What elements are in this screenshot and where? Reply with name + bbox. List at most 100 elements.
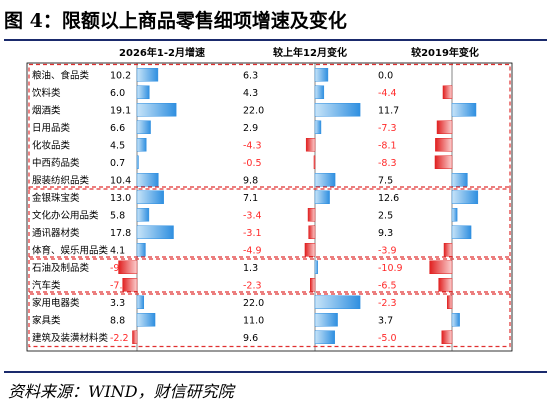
category-label: 金银珠宝类: [32, 192, 80, 204]
data-label-s3: 0.0: [378, 70, 393, 81]
bar-s2: [314, 85, 325, 99]
bar-s1: [136, 120, 151, 134]
data-label-s2: 22.0: [243, 298, 264, 309]
bar-s2: [310, 278, 316, 292]
data-label-s2: -4.3: [243, 140, 262, 151]
bar-s1: [136, 155, 139, 169]
data-label-s2: -3.1: [243, 228, 262, 239]
group-box-2: [28, 186, 511, 260]
bar-s1: [136, 295, 145, 309]
category-label: 通讯器材类: [32, 227, 80, 239]
group-box-1: [28, 63, 511, 190]
category-label: 中西药品类: [32, 157, 80, 169]
data-label-s3: 2.5: [378, 210, 393, 221]
bar-s3: [451, 103, 477, 117]
title-rule: [4, 39, 547, 41]
bar-s2: [314, 173, 336, 187]
group-box-3: [28, 256, 511, 295]
data-label-s1: -9: [110, 263, 119, 274]
category-label: 家用电器类: [32, 297, 80, 309]
bar-s2: [307, 208, 316, 222]
bar-s3: [443, 243, 453, 257]
data-label-s3: -3.9: [378, 245, 397, 256]
category-label: 饮料类: [32, 87, 61, 99]
data-label-s3: 3.7: [378, 315, 393, 326]
data-label-s3: -4.4: [378, 88, 397, 99]
data-label-s2: 9.6: [243, 333, 258, 344]
bar-s1: [136, 85, 150, 99]
data-label-s2: 1.3: [243, 263, 258, 274]
data-label-s2: 7.1: [243, 193, 258, 204]
category-label: 烟酒类: [32, 104, 61, 116]
bar-s3: [451, 173, 468, 187]
bar-s3: [451, 225, 472, 239]
data-label-s1: -7.: [110, 280, 123, 291]
bar-s1: [122, 278, 138, 292]
data-label-s1: 6.6: [110, 123, 125, 134]
data-label-s3: 7.5: [378, 175, 393, 186]
bar-s1: [136, 173, 159, 187]
bar-s2: [314, 260, 318, 274]
data-label-s1: 3.3: [110, 298, 125, 309]
bar-s3: [451, 208, 458, 222]
data-label-s1: 4.5: [110, 140, 125, 151]
bar-s1: [136, 138, 147, 152]
bar-s1: [118, 260, 138, 274]
bar-s2: [313, 155, 316, 169]
series-header-3: 较2019年变化: [411, 46, 479, 59]
data-label-s1: 10.2: [110, 70, 131, 81]
bar-s3: [441, 330, 453, 344]
bar-s2: [314, 295, 361, 309]
data-label-s2: -0.5: [243, 158, 262, 169]
data-label-s3: -10.9: [378, 263, 403, 274]
category-label: 家具类: [32, 314, 61, 326]
group-box-4: [28, 291, 511, 348]
data-label-s1: 17.8: [110, 228, 131, 239]
bar-s3: [451, 313, 460, 327]
data-label-s3: -8.1: [378, 140, 397, 151]
bar-s3: [447, 295, 453, 309]
data-label-s1: -2.2: [110, 333, 129, 344]
data-label-s2: 9.8: [243, 175, 258, 186]
data-label-s3: -5.0: [378, 333, 397, 344]
category-label: 服装纺织品类: [32, 174, 90, 186]
bar-s1: [136, 225, 174, 239]
data-label-s1: 13.0: [110, 193, 131, 204]
bar-s3: [436, 120, 453, 134]
bar-s3: [435, 138, 453, 152]
data-label-s2: 11.0: [243, 315, 264, 326]
bar-s2: [314, 330, 335, 344]
data-label-s3: 12.6: [378, 193, 399, 204]
chart-frame: [26, 62, 513, 352]
data-label-s2: -2.3: [243, 280, 262, 291]
series-header-2: 较上年12月变化: [273, 46, 347, 59]
data-label-s3: 11.7: [378, 105, 399, 116]
category-label: 日用品类: [32, 122, 71, 134]
bar-s2: [314, 190, 330, 204]
data-label-s1: 6.0: [110, 88, 125, 99]
bar-s2: [314, 68, 329, 82]
data-label-s3: 9.3: [378, 228, 393, 239]
category-label: 石油及制品类: [32, 262, 90, 274]
bar-s3: [434, 155, 453, 169]
bar-s1: [136, 313, 156, 327]
data-label-s2: 6.3: [243, 70, 258, 81]
data-label-s1: 19.1: [110, 105, 131, 116]
source-rule: [4, 371, 547, 373]
bar-s2: [314, 103, 361, 117]
data-label-s2: 4.3: [243, 88, 258, 99]
data-label-s3: -8.3: [378, 158, 397, 169]
bar-s2: [304, 243, 316, 257]
data-label-s3: -7.3: [378, 123, 397, 134]
data-label-s1: 4.1: [110, 245, 125, 256]
data-label-s2: 22.0: [243, 105, 264, 116]
bar-s1: [136, 243, 146, 257]
bar-s3: [429, 260, 453, 274]
category-label: 建筑及装潢材料类: [32, 332, 109, 344]
bar-s3: [451, 190, 479, 204]
data-label-s3: -2.3: [378, 298, 397, 309]
data-label-s1: 0.7: [110, 158, 125, 169]
bar-s2: [308, 225, 316, 239]
category-label: 文化办公用品类: [32, 209, 99, 221]
